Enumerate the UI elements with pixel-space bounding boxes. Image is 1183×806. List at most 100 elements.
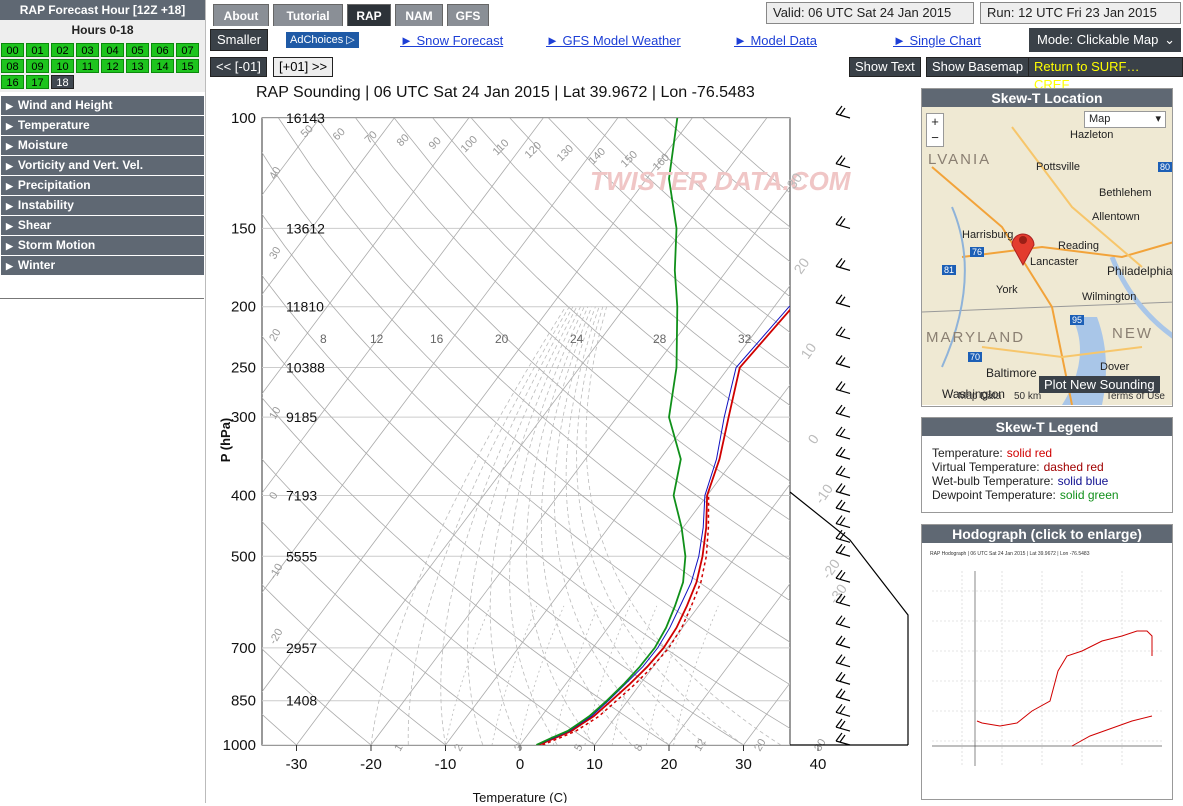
hour-10[interactable]: 10	[51, 59, 74, 73]
sidebar-item-label: Instability	[17, 198, 74, 212]
sidebar-item-wind-and-height[interactable]: ▶ Wind and Height	[1, 96, 204, 115]
tab-gfs[interactable]: GFS	[447, 4, 489, 26]
sidebar-item-label: Shear	[17, 218, 52, 232]
hour-00[interactable]: 00	[1, 43, 24, 57]
sidebar-item-winter[interactable]: ▶ Winter	[1, 256, 204, 275]
wind-barb-flag	[839, 296, 846, 305]
show-text-button[interactable]: Show Text	[849, 57, 921, 77]
sidebar-item-precipitation[interactable]: ▶ Precipitation	[1, 176, 204, 195]
location-map[interactable]: + − Map ▾ Hazleton LVANIA Pottsville Bethlehe…	[922, 107, 1172, 405]
route-shield-icon: 80	[1158, 162, 1172, 172]
chevron-down-icon: ▾	[1155, 113, 1161, 125]
mixing-ratio-line	[491, 605, 538, 745]
hour-09[interactable]: 09	[26, 59, 49, 73]
hour-17[interactable]: 17	[26, 75, 49, 89]
pressure-tick-label: 1000	[223, 737, 256, 754]
sidebar-item-vorticity-and-vert-vel-[interactable]: ▶ Vorticity and Vert. Vel.	[1, 156, 204, 175]
mixing-ratio-label: 20	[495, 332, 509, 346]
wind-barb-flag	[835, 732, 843, 742]
hour-16[interactable]: 16	[1, 75, 24, 89]
wind-barb-flag	[839, 428, 846, 437]
gfs-model-weather-link[interactable]: ► GFS Model Weather	[546, 33, 681, 48]
map-panel-title: Skew-T Location	[922, 89, 1172, 107]
smaller-button[interactable]: Smaller	[210, 29, 269, 51]
hour-02[interactable]: 02	[51, 43, 74, 57]
tab-tutorial[interactable]: Tutorial	[273, 4, 343, 26]
run-time[interactable]: Run: 12 UTC Fri 23 Jan 2015	[980, 2, 1181, 24]
hour-13[interactable]: 13	[126, 59, 149, 73]
terms-of-use-link[interactable]: Terms of Use	[1106, 391, 1165, 402]
pressure-tick-label: 700	[231, 640, 256, 657]
hour-15[interactable]: 15	[176, 59, 199, 73]
snow-forecast-link[interactable]: ► Snow Forecast	[400, 33, 504, 48]
single-chart-link[interactable]: ► Single Chart	[893, 33, 982, 48]
legend-label: Virtual Temperature:	[932, 460, 1040, 474]
skewt-chart[interactable]: RAP Sounding | 06 UTC Sat 24 Jan 2015 | …	[210, 80, 910, 805]
hour-18[interactable]: 18	[51, 75, 74, 89]
expand-icon: ▶	[6, 101, 13, 111]
sidebar-item-shear[interactable]: ▶ Shear	[1, 216, 204, 235]
wind-barb	[835, 679, 851, 685]
tab-about[interactable]: About	[213, 4, 269, 26]
hour-04[interactable]: 04	[101, 43, 124, 57]
hour-01[interactable]: 01	[26, 43, 49, 57]
wind-barb-flag	[835, 593, 843, 603]
wind-barb-flag	[835, 404, 843, 414]
theta-e-label: -20	[818, 556, 843, 582]
mixing-ratio-bottom-label: 20	[752, 737, 769, 754]
map-zoom-control[interactable]: + −	[926, 113, 944, 147]
wind-barb	[835, 662, 851, 668]
mode-select[interactable]: Mode: Clickable Map ⌄	[1029, 28, 1181, 52]
hour-03[interactable]: 03	[76, 43, 99, 57]
hour-14[interactable]: 14	[151, 59, 174, 73]
hour-11[interactable]: 11	[76, 59, 99, 73]
model-data-link[interactable]: ► Model Data	[734, 33, 817, 48]
x-tick-label: -30	[286, 756, 308, 773]
hour-06[interactable]: 06	[151, 43, 174, 57]
wind-barb-flag	[835, 326, 843, 336]
hour-12[interactable]: 12	[101, 59, 124, 73]
map-label: Harrisburg	[962, 229, 1014, 241]
expand-icon: ▶	[6, 221, 13, 231]
dry-adiabat	[262, 151, 790, 643]
map-type-select[interactable]: Map ▾	[1084, 111, 1166, 128]
next-hour-button[interactable]: [+01] >>	[273, 57, 334, 77]
hodograph-panel[interactable]: Hodograph (click to enlarge) RAP Hodogra…	[921, 524, 1173, 800]
dry-adiabat	[262, 584, 446, 745]
wind-barb	[835, 388, 851, 395]
wind-barb-flag	[835, 543, 843, 553]
plot-new-sounding-button[interactable]: Plot New Sounding	[1039, 376, 1160, 393]
prev-hour-button[interactable]: << [-01]	[210, 57, 267, 77]
hour-05[interactable]: 05	[126, 43, 149, 57]
tab-nam[interactable]: NAM	[395, 4, 443, 26]
map-panel: Skew-T Location + − Map ▾ Hazleton LVANIA Po…	[921, 88, 1173, 407]
return-button[interactable]: Return to SURF… CREF	[1028, 57, 1183, 92]
sidebar-item-moisture[interactable]: ▶ Moisture	[1, 136, 204, 155]
sidebar-item-instability[interactable]: ▶ Instability	[1, 196, 204, 215]
plot-layers	[262, 118, 790, 745]
isotherm	[668, 583, 790, 745]
wind-barb	[835, 726, 851, 732]
hour-08[interactable]: 08	[1, 59, 24, 73]
sidebar-item-label: Moisture	[17, 138, 68, 152]
adchoices-link[interactable]: AdChoices ▷	[286, 32, 359, 48]
wind-barb-flag	[835, 671, 843, 681]
hour-07[interactable]: 07	[176, 43, 199, 57]
dry-adiabat	[262, 397, 670, 745]
show-basemap-button[interactable]: Show Basemap	[926, 57, 1030, 77]
sidebar-item-storm-motion[interactable]: ▶ Storm Motion	[1, 236, 204, 255]
sidebar-menu: ▶ Wind and Height ▶ Temperature ▶ Moisture ▶ Vo…	[0, 96, 205, 275]
sidebar-item-label: Wind and Height	[17, 98, 113, 112]
mixing-ratio-bottom-label: 1	[392, 742, 405, 753]
wind-barb	[835, 362, 851, 369]
tab-rap[interactable]: RAP	[347, 4, 391, 26]
wind-barb-flag	[839, 656, 846, 665]
moist-adiabat	[565, 306, 707, 745]
map-label: Bethlehem	[1099, 187, 1152, 199]
legend-value: solid blue	[1057, 474, 1109, 488]
dry-adiabat	[355, 118, 790, 521]
mixing-ratio-label: 32	[738, 332, 752, 346]
sidebar-item-temperature[interactable]: ▶ Temperature	[1, 116, 204, 135]
dry-adiabat	[509, 118, 790, 369]
